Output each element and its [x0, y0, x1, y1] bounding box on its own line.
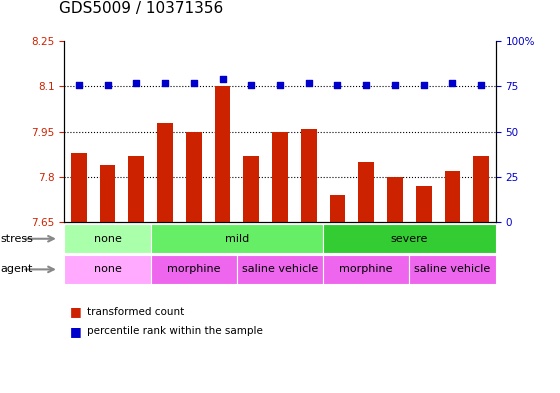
Bar [244, 156, 259, 222]
Text: ■: ■ [70, 305, 82, 318]
Point [247, 81, 256, 88]
Bar [214, 86, 230, 222]
Point [161, 80, 170, 86]
Bar [186, 132, 202, 222]
Bar [416, 186, 432, 222]
Text: agent: agent [0, 264, 32, 274]
Text: mild: mild [225, 234, 249, 244]
Bar [128, 156, 144, 222]
Bar [272, 132, 288, 222]
Point [304, 80, 313, 86]
Text: ■: ■ [70, 325, 82, 338]
Point [419, 81, 428, 88]
Bar [100, 165, 115, 222]
Point [477, 81, 486, 88]
Bar [64, 255, 151, 284]
Point [448, 80, 457, 86]
Point [333, 81, 342, 88]
Point [390, 81, 399, 88]
Point [74, 81, 83, 88]
Bar [151, 224, 323, 253]
Text: morphine: morphine [339, 264, 393, 274]
Text: transformed count: transformed count [87, 307, 184, 317]
Text: saline vehicle: saline vehicle [414, 264, 491, 274]
Text: GDS5009 / 10371356: GDS5009 / 10371356 [59, 1, 223, 16]
Text: saline vehicle: saline vehicle [242, 264, 318, 274]
Point [103, 81, 112, 88]
Text: morphine: morphine [167, 264, 221, 274]
Point [362, 81, 371, 88]
Text: percentile rank within the sample: percentile rank within the sample [87, 326, 263, 336]
Point [132, 80, 141, 86]
Bar [64, 224, 151, 253]
Text: none: none [94, 234, 122, 244]
Bar [387, 177, 403, 222]
Bar [237, 255, 323, 284]
Text: severe: severe [391, 234, 428, 244]
Bar [301, 129, 316, 222]
Bar [330, 195, 346, 222]
Bar [409, 255, 496, 284]
Text: none: none [94, 264, 122, 274]
Bar [323, 224, 496, 253]
Bar [445, 171, 460, 222]
Point [189, 80, 198, 86]
Bar [358, 162, 374, 222]
Text: stress: stress [0, 234, 33, 244]
Bar [473, 156, 489, 222]
Bar [323, 255, 409, 284]
Point [218, 76, 227, 83]
Bar [151, 255, 237, 284]
Bar [71, 153, 87, 222]
Bar [157, 123, 173, 222]
Point [276, 81, 284, 88]
